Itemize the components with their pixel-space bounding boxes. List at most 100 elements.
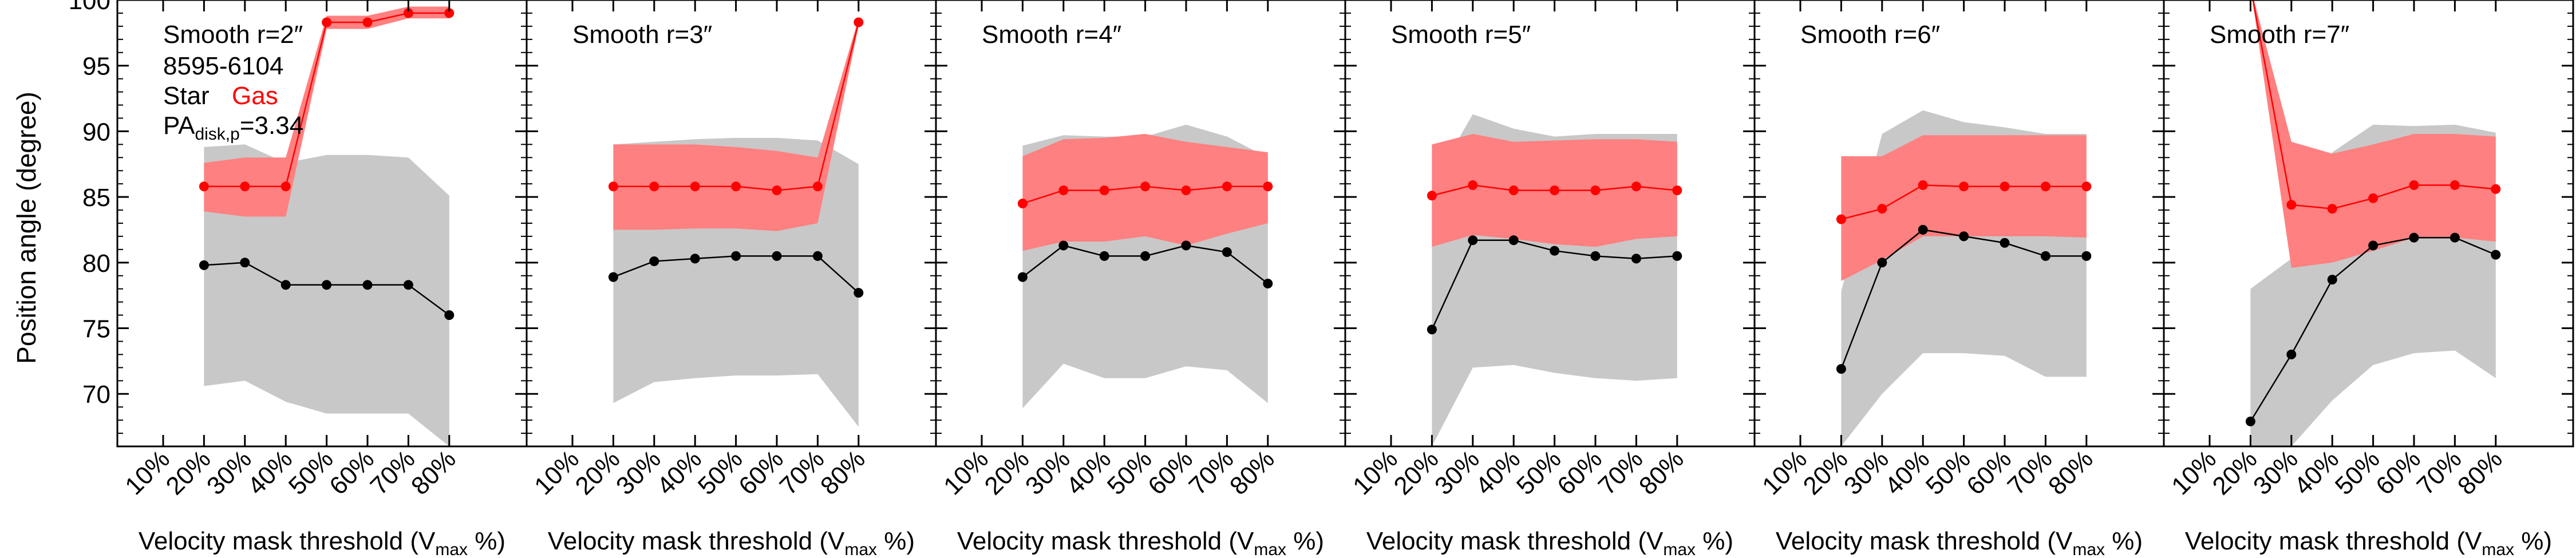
panel-title: Smooth r=7″ [2210, 21, 2349, 49]
gas-error-band [1022, 134, 1268, 251]
x-axis-label-unit: %) [2514, 527, 2552, 555]
x-tick-label: 30% [1839, 445, 1894, 500]
y-tick-label: 85 [82, 184, 110, 212]
gas-point [1181, 185, 1191, 196]
x-tick-label: 20% [570, 445, 626, 500]
gas-point [2491, 184, 2501, 194]
star-point [240, 258, 250, 268]
plot-area [1427, 114, 1682, 446]
x-axis-label-unit: %) [1696, 527, 1733, 555]
x-tick-label: 50% [1102, 445, 1157, 500]
panel-title: Smooth r=2″ [163, 21, 303, 49]
star-point [199, 260, 209, 270]
gas-point [1508, 185, 1519, 196]
x-tick-label: 40% [1879, 445, 1935, 500]
gas-point [1877, 204, 1887, 214]
x-tick-label: 10% [529, 445, 584, 500]
x-axis-label-subscript: max [2482, 540, 2514, 558]
star-point [2449, 232, 2460, 243]
star-error-band [204, 144, 449, 446]
x-tick-label: 70% [1184, 445, 1239, 500]
star-point [1631, 254, 1641, 264]
panel-5: 10%20%30%40%50%60%70%80% Velocity mask th… [1753, 0, 2165, 558]
x-tick-label: 70% [1593, 445, 1649, 500]
gas-point [444, 8, 455, 18]
panel-3: 10%20%30%40%50%60%70%80% Velocity mask th… [935, 0, 1346, 558]
gas-point [812, 181, 823, 192]
gas-point [2368, 193, 2379, 203]
star-point [812, 251, 823, 261]
x-tick-label: 80% [2043, 445, 2099, 500]
x-tick-label: 30% [611, 445, 666, 500]
star-point [1836, 364, 1846, 374]
star-point [2491, 250, 2501, 260]
pa-label-value: =3.34 [240, 112, 303, 140]
gas-point [240, 181, 250, 192]
x-tick-label: 30% [1020, 445, 1076, 500]
star-point [1508, 235, 1519, 246]
x-axis-label: Velocity mask threshold (Vmax %) [548, 527, 915, 558]
star-point [1099, 251, 1109, 261]
x-tick-label: 50% [283, 445, 339, 500]
panel-4: 10%20%30%40%50%60%70%80% Velocity mask th… [1344, 0, 1756, 558]
plot-area [199, 6, 455, 446]
gas-point [2409, 180, 2419, 190]
x-axis-label-subscript: max [435, 540, 468, 558]
x-axis-label-unit: %) [2105, 527, 2143, 555]
x-tick-label: 10% [1757, 445, 1812, 500]
gas-point [1099, 185, 1109, 196]
x-tick-label: 70% [365, 445, 421, 500]
x-tick-label: 10% [1348, 445, 1403, 500]
plot-area [608, 17, 864, 427]
x-axis-label-subscript: max [1663, 540, 1696, 558]
star-point [2286, 349, 2297, 359]
x-tick-label: 50% [693, 445, 748, 500]
star-point [1468, 235, 1478, 246]
x-tick-label: 10% [2166, 445, 2222, 500]
gas-point [649, 181, 659, 192]
star-point [1427, 324, 1437, 335]
x-tick-label: 60% [2370, 445, 2426, 500]
panels-group: 70758085909510010%20%30%40%50%60%70%80%V… [69, 0, 2574, 558]
gas-point [1836, 214, 1846, 224]
gas-point [1959, 181, 1969, 192]
gas-error-band [2252, 0, 2496, 268]
gas-point [1550, 185, 1560, 196]
star-point [2000, 238, 2010, 248]
gas-point [403, 8, 413, 18]
x-tick-label: 60% [733, 445, 789, 500]
gas-point [854, 17, 864, 27]
panel-title: Smooth r=3″ [572, 21, 712, 49]
gas-point [2081, 181, 2092, 192]
star-point [1222, 247, 1232, 257]
x-tick-label: 40% [1470, 445, 1526, 500]
star-point [403, 280, 413, 290]
y-tick-label: 80 [82, 250, 110, 278]
star-point [2081, 251, 2092, 261]
star-point [362, 280, 373, 290]
x-axis-label-unit: %) [468, 527, 505, 555]
gas-point [2040, 181, 2050, 192]
star-point [1550, 246, 1560, 256]
panel-1: 70 75 80 85 90 95 100 10%20%30%40%50%60%70%80% V… [69, 0, 528, 558]
star-point [1918, 225, 1928, 235]
x-axis-label-text: Velocity mask threshold (V [957, 527, 1254, 555]
x-tick-label: 80% [406, 445, 461, 500]
gas-point [2327, 204, 2337, 214]
x-axis-label-subscript: max [844, 540, 877, 558]
x-tick-label: 70% [2002, 445, 2058, 500]
gas-point [1017, 199, 1028, 209]
star-point [1672, 251, 1682, 261]
gas-point [2286, 200, 2297, 210]
star-point [322, 280, 332, 290]
x-axis-label-text: Velocity mask threshold (V [1366, 527, 1664, 555]
y-axis-label: Position angle (degree) [11, 92, 41, 364]
x-tick-label: 40% [1061, 445, 1116, 500]
gas-point [1263, 181, 1273, 192]
x-tick-label: 40% [651, 445, 707, 500]
galaxy-id: 8595-6104 [163, 52, 283, 80]
y-tick-label: 70 [82, 381, 110, 409]
plot-area [1017, 124, 1273, 409]
x-tick-label: 60% [1143, 445, 1198, 500]
